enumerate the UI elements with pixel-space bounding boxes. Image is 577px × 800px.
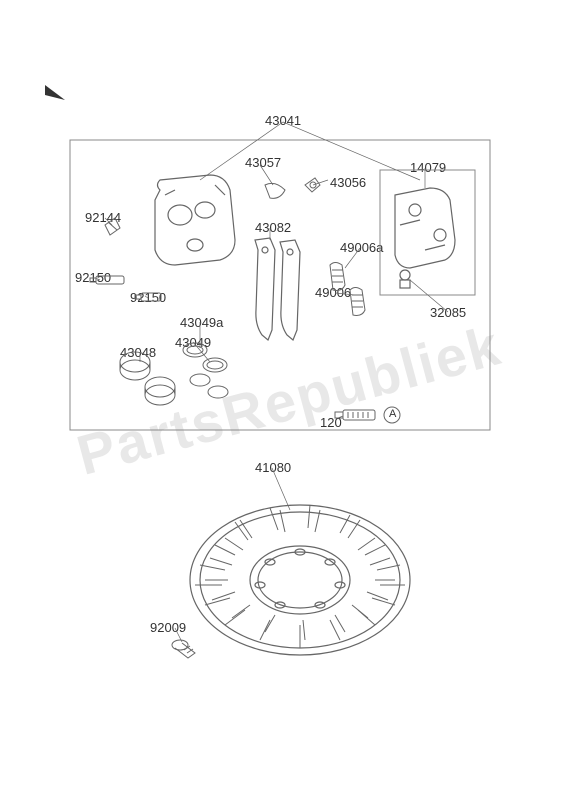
seals bbox=[183, 343, 228, 398]
bracket bbox=[395, 188, 455, 288]
bolt-1 bbox=[90, 276, 124, 284]
piston-2 bbox=[145, 377, 175, 405]
boot-1 bbox=[330, 263, 345, 291]
bolt-2 bbox=[135, 293, 161, 301]
marker-a bbox=[384, 407, 400, 423]
brake-disc bbox=[190, 505, 410, 655]
main-frame bbox=[70, 140, 490, 430]
clip bbox=[265, 183, 285, 198]
parts-diagram bbox=[0, 0, 577, 800]
caliper-body bbox=[155, 175, 235, 265]
mount-bolt bbox=[335, 410, 375, 420]
arrow-icon bbox=[45, 85, 65, 100]
piston-1 bbox=[120, 352, 150, 380]
brake-pads bbox=[255, 238, 300, 340]
boot-2 bbox=[350, 288, 365, 316]
bleeder bbox=[305, 178, 320, 192]
disc-screw bbox=[172, 640, 195, 658]
